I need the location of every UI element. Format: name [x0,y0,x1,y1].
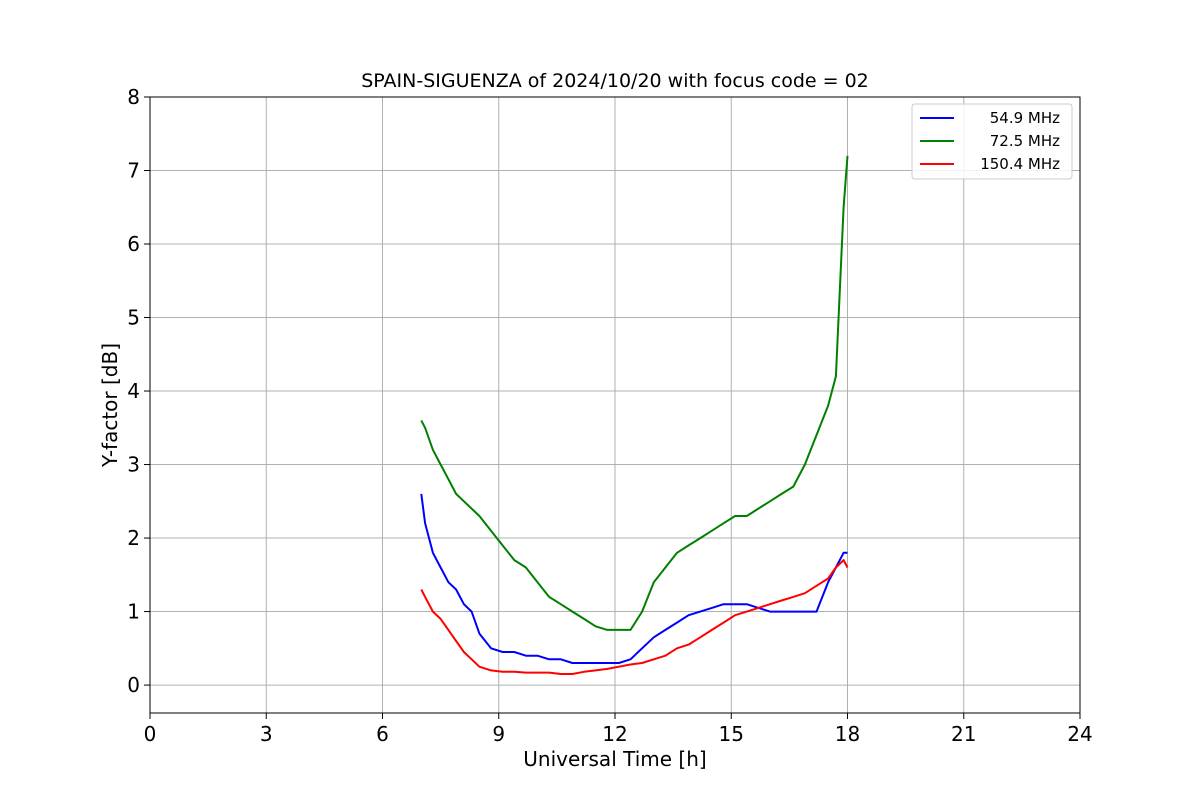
legend-label: 54.9 MHz [990,109,1060,127]
legend: 54.9 MHz 72.5 MHz 150.4 MHz [911,103,1073,180]
x-tick-label: 6 [376,722,389,746]
x-tick-label: 0 [144,722,157,746]
x-tick-label: 21 [951,722,976,746]
y-tick-label: 2 [127,526,140,550]
series-line-2 [420,559,849,675]
legend-label: 150.4 MHz [980,155,1060,173]
x-tick-label: 15 [719,722,744,746]
y-tick-label: 0 [127,673,140,697]
x-axis-label: Universal Time [h] [523,747,706,771]
series-lines [420,155,849,675]
series-line-0 [420,493,848,664]
y-tick-label: 1 [127,600,140,624]
chart-title: SPAIN-SIGUENZA of 2024/10/20 with focus … [361,70,869,92]
legend-box [911,103,1073,180]
y-tick-label: 6 [127,232,140,256]
y-tick-label: 5 [127,306,140,330]
series-line-1 [420,155,849,631]
x-tick-label: 24 [1067,722,1092,746]
x-tick-label: 18 [835,722,860,746]
y-tick-label: 7 [127,159,140,183]
y-tick-label: 8 [127,85,140,109]
y-tick-label: 4 [127,379,140,403]
x-tick-label: 12 [602,722,627,746]
y-tick-label: 3 [127,453,140,477]
x-tick-label: 9 [492,722,505,746]
x-tick-label: 3 [260,722,273,746]
y-axis-label: Y-factor [dB] [98,343,122,468]
legend-label: 72.5 MHz [990,132,1060,150]
grid-lines [149,96,1081,713]
